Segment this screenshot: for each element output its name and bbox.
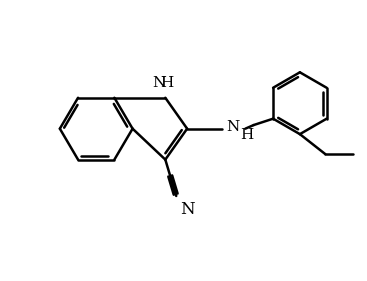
Text: N: N [226, 120, 239, 134]
Text: H: H [241, 128, 254, 142]
Text: N: N [180, 201, 195, 218]
Text: H: H [160, 76, 174, 90]
Text: N: N [152, 76, 166, 90]
